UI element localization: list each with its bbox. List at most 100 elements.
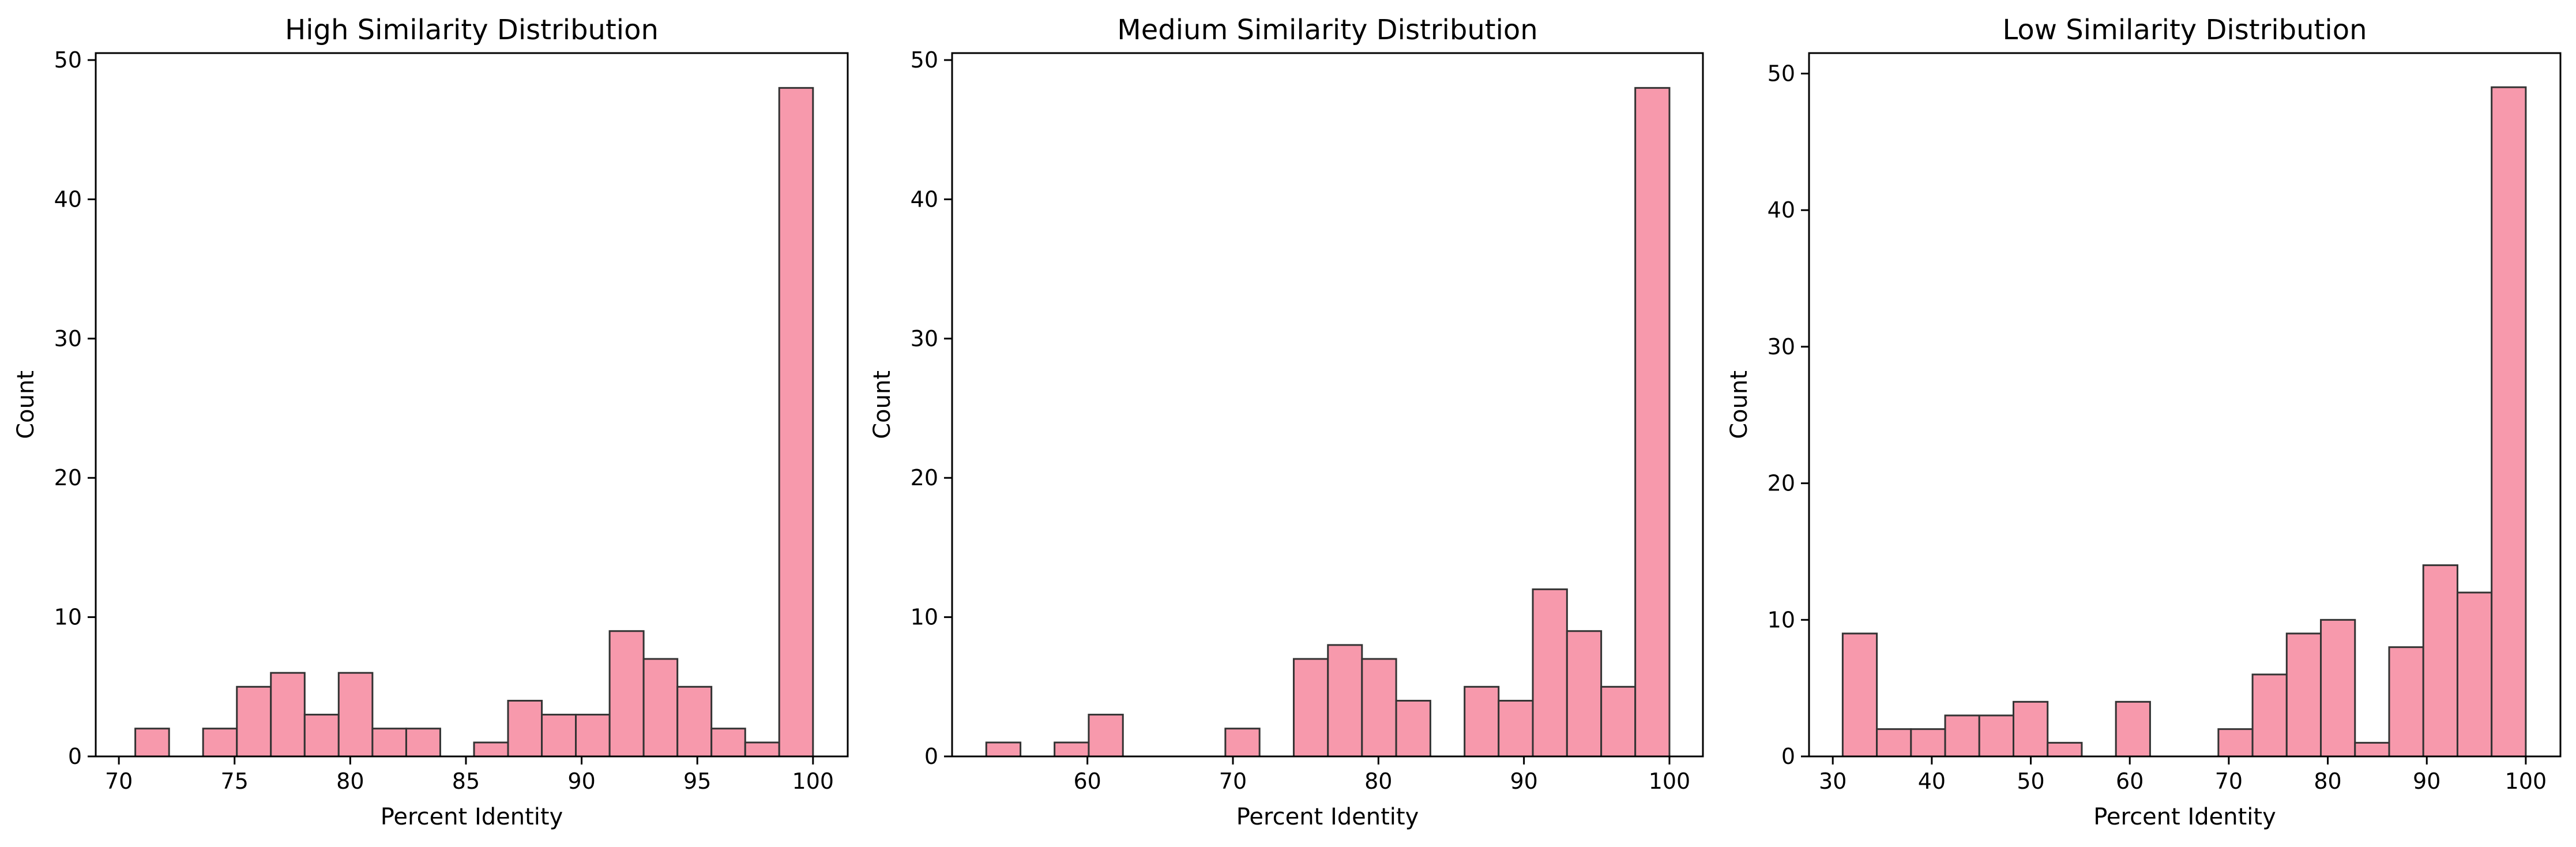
histogram-bar <box>575 714 611 758</box>
histogram-bar <box>507 699 543 758</box>
histogram-bar <box>1566 630 1603 758</box>
histogram-bar <box>1361 658 1397 758</box>
x-tick-label: 90 <box>2413 769 2440 794</box>
chart-panel-2: 60 70 80 90 100 0 10 20 30 40 50 Medium Similarity … <box>869 14 1704 830</box>
y-tick-label: 20 <box>911 465 938 490</box>
y-tick-label: 40 <box>54 186 82 212</box>
histogram-bar <box>1088 714 1124 758</box>
histogram-bar <box>1054 741 1090 758</box>
histogram-bar <box>405 728 441 758</box>
y-axis-label: Count <box>13 370 39 439</box>
histogram-bar <box>2388 646 2424 758</box>
histogram-bar <box>2251 673 2288 758</box>
y-tick-label: 20 <box>1768 471 1795 496</box>
histogram-bar <box>1978 714 2015 758</box>
y-tick-label: 50 <box>1768 61 1795 87</box>
histogram-bar <box>1292 658 1329 758</box>
histogram-bar <box>1327 644 1363 758</box>
plot-frame <box>95 52 849 758</box>
histogram-bar <box>710 728 746 758</box>
x-tick-label: 70 <box>105 769 133 794</box>
histogram-bar <box>1876 728 1912 758</box>
histogram-bar <box>2115 700 2151 758</box>
x-tick-label: 80 <box>2314 769 2341 794</box>
x-tick-label: 100 <box>1649 769 1691 794</box>
x-tick-label: 100 <box>792 769 834 794</box>
y-tick-label: 30 <box>54 326 82 351</box>
x-tick-label: 80 <box>1364 769 1392 794</box>
y-tick-label: 50 <box>54 47 82 73</box>
plot-frame <box>1808 52 2562 758</box>
y-tick-label: 40 <box>1768 197 1795 223</box>
histogram-bar <box>642 658 679 758</box>
chart-title: High Similarity Distribution <box>285 14 659 46</box>
histogram-bar <box>541 714 577 758</box>
histogram-bar <box>778 87 814 758</box>
histogram-bar <box>985 741 1022 758</box>
histogram-bar <box>1464 685 1500 758</box>
y-tick-label: 20 <box>54 465 82 490</box>
histogram-bar <box>1498 699 1534 758</box>
histogram-bar <box>1944 714 1980 758</box>
histogram-bar <box>2491 86 2527 758</box>
y-tick-label: 0 <box>924 744 938 769</box>
histogram-bar <box>303 714 340 758</box>
histogram-bar <box>2285 632 2322 758</box>
x-tick-label: 85 <box>452 769 480 794</box>
chart-panel-1: 70 75 80 85 90 95 100 0 10 20 30 40 50 High Similarit… <box>13 14 849 830</box>
y-tick-label: 10 <box>1768 607 1795 632</box>
histogram-bar <box>371 728 407 758</box>
histogram-bar <box>608 630 645 758</box>
x-tick-label: 40 <box>1918 769 1946 794</box>
histogram-bar <box>1841 632 1878 758</box>
histogram-bar <box>1224 728 1261 758</box>
histogram-bar <box>1532 588 1568 758</box>
y-tick-label: 30 <box>911 326 938 351</box>
histogram-bar <box>2354 741 2390 758</box>
histogram-bar <box>202 728 238 758</box>
chart-title: Low Similarity Distribution <box>2002 14 2367 46</box>
histogram-bar <box>337 672 374 758</box>
plot-frame <box>951 52 1704 758</box>
histogram-bar <box>1634 87 1671 758</box>
histogram-bar <box>744 741 780 758</box>
x-tick-label: 90 <box>567 769 595 794</box>
y-axis-label: Count <box>1726 370 1753 439</box>
histogram-bar <box>2422 564 2458 758</box>
y-tick-label: 0 <box>1781 744 1795 769</box>
y-tick-label: 50 <box>911 47 938 73</box>
histogram-bar <box>2217 728 2254 758</box>
histogram-bar <box>2013 700 2049 758</box>
x-axis-label: Percent Identity <box>2093 804 2276 830</box>
chart-title: Medium Similarity Distribution <box>1117 14 1537 46</box>
histogram-bar <box>473 741 509 758</box>
x-tick-label: 30 <box>1819 769 1847 794</box>
x-axis-label: Percent Identity <box>381 804 563 830</box>
x-tick-label: 95 <box>683 769 711 794</box>
x-tick-label: 100 <box>2505 769 2547 794</box>
x-tick-label: 60 <box>1073 769 1101 794</box>
histogram-bar <box>676 685 713 758</box>
histogram-bar <box>2456 591 2493 758</box>
histogram-bar <box>2320 619 2356 758</box>
x-tick-label: 90 <box>1510 769 1537 794</box>
x-tick-label: 70 <box>1219 769 1247 794</box>
x-tick-label: 50 <box>2017 769 2044 794</box>
y-tick-label: 30 <box>1768 334 1795 359</box>
y-tick-label: 10 <box>54 605 82 630</box>
histogram-bar <box>236 685 272 758</box>
y-axis-label: Count <box>869 370 896 439</box>
x-tick-label: 80 <box>336 769 364 794</box>
histogram-bar <box>1910 728 1946 758</box>
histogram-bar <box>1600 685 1637 758</box>
y-tick-label: 40 <box>911 186 938 212</box>
histogram-bar <box>2047 741 2083 758</box>
x-tick-label: 60 <box>2116 769 2143 794</box>
x-axis-label: Percent Identity <box>1236 804 1419 830</box>
histogram-bar <box>134 728 170 758</box>
x-tick-label: 75 <box>221 769 249 794</box>
chart-panel-3: 30 40 50 60 70 80 90 100 0 10 20 30 40 50 Low Similari… <box>1726 14 2562 830</box>
histogram-bar <box>1395 699 1431 758</box>
y-tick-label: 0 <box>68 744 82 769</box>
